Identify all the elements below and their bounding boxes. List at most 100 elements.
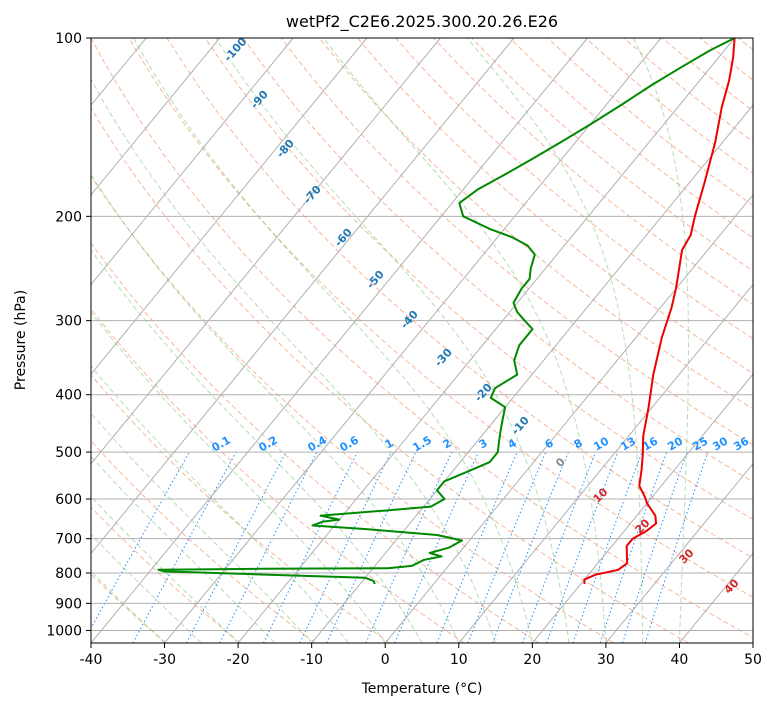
- plot-frame: [90, 37, 754, 644]
- dry-adiabat: [699, 38, 753, 81]
- mixing-ratio-line: [572, 451, 643, 643]
- isotherm: [237, 38, 735, 643]
- isotherm: [91, 38, 441, 465]
- y-tick-label: 100: [55, 31, 82, 47]
- mixing-ratio-line: [365, 451, 453, 643]
- x-tick-label: -20: [227, 652, 250, 668]
- mixing-ratio-line: [219, 451, 318, 643]
- y-tick-label: 300: [55, 314, 82, 330]
- mixing-ratio-label: 8: [572, 436, 585, 451]
- y-tick-label: 800: [55, 566, 82, 582]
- moist-adiabat: [133, 38, 533, 643]
- dry-adiabat-label: -20: [472, 381, 495, 405]
- mixing-ratio-label: 3: [477, 436, 490, 451]
- dry-adiabat: [395, 38, 753, 340]
- moist-adiabat: [91, 173, 460, 643]
- dry-adiabat: [91, 506, 242, 643]
- y-tick-label: 700: [55, 532, 82, 548]
- dry-adiabat: [166, 38, 753, 559]
- mixing-ratio-label: 25: [690, 435, 710, 454]
- dry-adiabat: [318, 38, 753, 410]
- chart-title: wetPf2_C2E6.2025.300.20.26.E26: [286, 12, 558, 32]
- dry-adiabat: [91, 374, 391, 643]
- dry-adiabat-label: -30: [432, 346, 455, 370]
- y-tick-label: 600: [55, 492, 82, 508]
- mixing-ratio-label: 30: [710, 434, 730, 453]
- y-tick-label: 200: [55, 209, 82, 225]
- mixing-ratio-label: 1.5: [411, 433, 434, 454]
- dry-adiabat: [204, 38, 753, 521]
- mixing-ratio-line: [599, 451, 668, 643]
- mixing-ratio-label: 1: [383, 436, 396, 451]
- isotherm: [91, 38, 294, 286]
- moist-adiabat: [91, 495, 239, 643]
- isotherm: [91, 38, 588, 643]
- dry-adiabat: [91, 440, 316, 643]
- dry-adiabat-label: -100: [221, 35, 249, 64]
- moist-adiabat: [91, 533, 202, 643]
- mixing-ratio-line: [644, 451, 709, 643]
- mixing-ratio-line: [394, 451, 479, 643]
- isotherm: [752, 642, 753, 643]
- x-tick-label: -30: [153, 652, 176, 668]
- dry-adiabat-label: -10: [509, 414, 532, 438]
- dry-adiabat-label: -70: [301, 183, 324, 207]
- dry-adiabat: [91, 38, 753, 639]
- x-tick-label: 50: [744, 652, 762, 668]
- dry-adiabat: [91, 308, 465, 643]
- mixing-ratio-line: [263, 451, 358, 643]
- moist-adiabat: [466, 38, 644, 643]
- mixing-ratio-label: 20: [665, 434, 685, 453]
- dry-adiabat-label: -80: [274, 137, 297, 161]
- isotherm: [164, 38, 662, 643]
- isotherm: [458, 283, 753, 643]
- isotherm: [531, 373, 753, 643]
- dry-adiabat: [737, 38, 753, 51]
- mixing-ratio-label: 0.6: [338, 433, 362, 454]
- dry-adiabat: [357, 38, 753, 374]
- mixing-ratio-line: [132, 451, 237, 643]
- y-axis-label: Pressure (hPa): [13, 290, 29, 390]
- isotherm: [0, 38, 73, 643]
- moist-adiabat: [215, 38, 570, 643]
- dry-adiabat: [623, 38, 753, 143]
- moist-adiabat: [632, 38, 689, 643]
- x-tick-label: 0: [381, 652, 390, 668]
- x-tick-label: 10: [450, 652, 468, 668]
- dry-adiabat-label: -50: [364, 268, 387, 292]
- y-tick-label: 400: [55, 388, 82, 404]
- x-tick-label: 20: [523, 652, 541, 668]
- dry-adiabat: [91, 107, 689, 643]
- y-tick-label: 1000: [46, 623, 82, 639]
- moist-adiabat: [91, 311, 386, 643]
- dry-adiabat: [242, 38, 753, 483]
- mixing-ratio-line: [522, 451, 597, 643]
- isotherm: [311, 104, 753, 643]
- moist-adiabat: [91, 365, 349, 643]
- dry-adiabat: [471, 38, 753, 272]
- mixing-ratio-line: [492, 451, 569, 643]
- x-tick-label: 40: [671, 652, 689, 668]
- x-tick-label: 30: [597, 652, 615, 668]
- dry-adiabat: [91, 175, 614, 643]
- mixing-ratio-line: [91, 451, 190, 630]
- dry-adiabat: [433, 38, 753, 306]
- mixing-ratio-line: [436, 451, 518, 643]
- moist-adiabat: [91, 78, 497, 643]
- mixing-ratio-line: [546, 451, 619, 643]
- x-tick-label: -40: [80, 652, 103, 668]
- temperature-line: [583, 38, 736, 585]
- moist-adiabat: [323, 38, 607, 643]
- isotherm: [384, 194, 753, 643]
- isotherm: [605, 462, 753, 643]
- isotherm: [91, 38, 368, 375]
- moist-adiabat: [91, 570, 165, 643]
- dry-adiabat: [91, 242, 540, 643]
- mixing-ratio-line: [622, 451, 688, 643]
- y-tick-label: 500: [55, 445, 82, 461]
- isotherm: [91, 38, 515, 555]
- mixing-ratio-label: 36: [731, 434, 751, 453]
- mixing-ratio-line: [467, 451, 547, 643]
- dry-adiabat: [280, 38, 753, 446]
